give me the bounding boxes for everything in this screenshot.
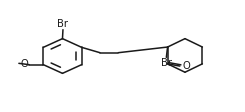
Text: Br: Br [58, 19, 68, 29]
Text: O: O [183, 61, 191, 71]
Text: Br: Br [161, 58, 172, 68]
Text: O: O [21, 59, 29, 69]
